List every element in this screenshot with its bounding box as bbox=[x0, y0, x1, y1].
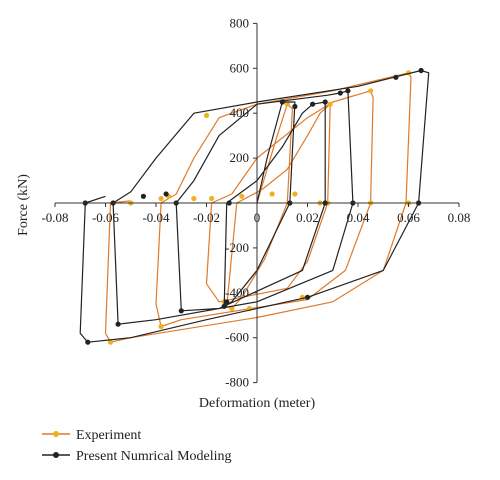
series-line-0 bbox=[104, 72, 412, 343]
series-marker-0 bbox=[327, 101, 333, 107]
tick-labels: -0.08 -0.06 -0.04 -0.02 0 0.02 0.04 0.06 0.08 -80… bbox=[41, 15, 470, 389]
x-tick-label: -0.04 bbox=[142, 210, 170, 225]
legend: Experiment Present Numrical Modeling bbox=[42, 428, 232, 464]
series-marker-1 bbox=[337, 90, 343, 96]
series-marker-1 bbox=[322, 99, 328, 105]
series-marker-1 bbox=[221, 303, 227, 309]
series-marker-0 bbox=[292, 191, 298, 197]
y-tick-label: 400 bbox=[230, 105, 250, 120]
axes bbox=[54, 22, 460, 384]
x-tick-label: 0.04 bbox=[347, 210, 370, 225]
y-tick-label: -800 bbox=[225, 375, 249, 390]
series-marker-1 bbox=[345, 88, 351, 94]
series-marker-0 bbox=[368, 88, 374, 94]
legend-marker-experiment bbox=[53, 431, 59, 437]
series-marker-1 bbox=[178, 308, 184, 314]
y-tick-label: -200 bbox=[225, 240, 249, 255]
x-tick-label: -0.08 bbox=[41, 210, 68, 225]
y-tick-label: 600 bbox=[230, 60, 250, 75]
x-axis-title: Deformation (meter) bbox=[199, 396, 316, 411]
legend-item-experiment: Experiment bbox=[42, 428, 141, 443]
legend-marker-model bbox=[53, 452, 59, 458]
x-tick-label: -0.06 bbox=[92, 210, 120, 225]
y-tick-label: 800 bbox=[230, 15, 250, 30]
series-marker-1 bbox=[418, 67, 424, 74]
series-marker-0 bbox=[269, 191, 275, 197]
y-axis-title: Force (kN) bbox=[16, 174, 31, 236]
series-marker-1 bbox=[393, 74, 399, 80]
series-marker-0 bbox=[191, 195, 197, 202]
x-tick-label: -0.02 bbox=[193, 210, 220, 225]
series-marker-1 bbox=[292, 103, 298, 110]
x-tick-label: 0.08 bbox=[448, 210, 471, 225]
series-marker-1 bbox=[279, 99, 285, 105]
legend-label-model: Present Numrical Modeling bbox=[76, 449, 232, 464]
series-marker-0 bbox=[284, 101, 290, 107]
x-tick-label: 0 bbox=[254, 210, 261, 225]
y-tick-label: 200 bbox=[230, 150, 250, 165]
series-marker-0 bbox=[239, 193, 245, 199]
series-marker-1 bbox=[304, 294, 311, 300]
x-tick-label: 0.06 bbox=[397, 210, 420, 225]
y-tick-label: -600 bbox=[225, 330, 249, 345]
series-marker-0 bbox=[107, 339, 114, 345]
series-marker-1 bbox=[115, 321, 121, 327]
series-marker-1 bbox=[163, 191, 169, 197]
series-marker-0 bbox=[158, 195, 164, 202]
series-marker-0 bbox=[203, 112, 210, 118]
series-marker-0 bbox=[229, 305, 235, 312]
series-marker-0 bbox=[209, 195, 215, 202]
series-marker-1 bbox=[310, 101, 316, 107]
series-marker-0 bbox=[158, 323, 164, 330]
legend-item-model: Present Numrical Modeling bbox=[42, 449, 232, 464]
legend-label-experiment: Experiment bbox=[76, 428, 141, 443]
series-line-1 bbox=[79, 69, 430, 343]
plot-area bbox=[79, 67, 430, 345]
series-marker-1 bbox=[224, 299, 230, 305]
x-tick-label: 0.02 bbox=[296, 210, 319, 225]
series-marker-1 bbox=[140, 193, 146, 199]
y-tick-label: -400 bbox=[225, 285, 249, 300]
series-marker-1 bbox=[85, 339, 91, 345]
